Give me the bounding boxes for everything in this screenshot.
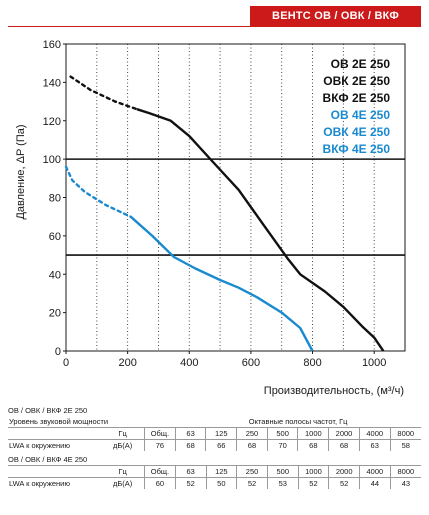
- row-value: 68: [328, 439, 360, 451]
- x-tick-label: 400: [180, 357, 198, 369]
- row-label: LWA к окружению: [8, 477, 102, 489]
- legend-label: ВКФ 4Е 250: [323, 142, 391, 156]
- bands-label: Октавные полосы частот, Гц: [248, 417, 348, 426]
- band-header: 2000: [328, 465, 360, 478]
- header-rule: [8, 26, 421, 27]
- band-header: 63: [174, 427, 206, 440]
- band-header: 500: [266, 427, 298, 440]
- band-header: 250: [236, 427, 268, 440]
- row-value: 68: [174, 439, 206, 451]
- band-header: 125: [205, 465, 237, 478]
- row-value: 43: [389, 477, 421, 489]
- band-header: 250: [236, 465, 268, 478]
- series-layer: [64, 75, 385, 352]
- product-badge: ВЕНТС ОВ / ОВК / ВКФ: [250, 6, 421, 26]
- y-tick-label: 60: [49, 231, 61, 243]
- band-header: 125: [205, 427, 237, 440]
- grid-layer: [65, 43, 406, 352]
- band-header: 4000: [358, 427, 391, 440]
- series-2-dashed-line: [64, 165, 132, 218]
- band-header: 63: [174, 465, 206, 478]
- series-2-line: [129, 215, 314, 352]
- table-1-caption: ОВ / ОВК / ВКФ 2Е 250: [8, 406, 88, 415]
- x-axis-title: Производительность, (м³/ч): [264, 385, 404, 397]
- table-2-caption: ОВ / ОВК / ВКФ 4Е 250: [8, 455, 88, 464]
- row-value: 52: [174, 477, 206, 489]
- units-label: Гц: [101, 465, 145, 478]
- empty-cell: [8, 465, 102, 478]
- sound-table-2: Гц Общ. 63 125 250 500 1000 2000 4000 80…: [8, 465, 421, 489]
- x-tick-label: 1000: [362, 357, 386, 369]
- y-tick-label: 40: [49, 269, 61, 281]
- y-tick-label: 100: [43, 154, 61, 166]
- x-tick-label: 600: [242, 357, 260, 369]
- y-axis-title: Давление, ΔP (Па): [15, 124, 27, 219]
- x-tick-label: 800: [303, 357, 321, 369]
- band-header: 500: [266, 465, 299, 478]
- row-value: 66: [205, 439, 237, 451]
- band-header: 1000: [297, 465, 329, 478]
- row-value: 44: [359, 477, 391, 489]
- sound-table-1: Уровень звуковой мощности Октавные полос…: [8, 416, 421, 451]
- row-value: 68: [236, 439, 268, 451]
- series-1-dashed-line: [69, 75, 139, 111]
- reference-lines: [66, 158, 405, 256]
- row-unit: дБ(А): [101, 477, 145, 489]
- x-tick-label: 0: [63, 357, 69, 369]
- band-header: 8000: [389, 427, 421, 440]
- series-1-line: [136, 108, 385, 352]
- legend: ОВ 2Е 250 ОВК 2Е 250 ВКФ 2Е 250 ОВ 4Е 250 ОВ…: [323, 57, 391, 156]
- y-tick-label: 120: [43, 116, 61, 128]
- row-value: 52: [328, 477, 360, 489]
- empty-cell: [8, 427, 102, 440]
- row-value: 58: [389, 439, 421, 451]
- band-header: 2000: [328, 427, 360, 440]
- row-label: LWA к окружению: [8, 439, 102, 451]
- y-tick-label: 140: [43, 77, 61, 89]
- y-tick-label: 20: [49, 308, 61, 320]
- row-total: 60: [144, 477, 176, 489]
- units-label: Гц: [101, 427, 145, 440]
- legend-label: ВКФ 2Е 250: [323, 91, 391, 105]
- y-tick-label: 0: [55, 346, 61, 358]
- x-tick-labels: 0 200 400 600 800 1000: [63, 351, 386, 369]
- row-value: 52: [297, 477, 329, 489]
- legend-label: ОВК 2Е 250: [323, 74, 390, 88]
- band-header: 8000: [389, 465, 421, 478]
- row-value: 53: [266, 477, 299, 489]
- row-total: 76: [144, 439, 176, 451]
- row-value: 70: [266, 439, 298, 451]
- legend-label: ОВ 4Е 250: [331, 108, 391, 122]
- row-value: 63: [358, 439, 391, 451]
- sound-power-tables: ОВ / ОВК / ВКФ 2Е 250 Уровень звуковой м…: [8, 406, 421, 489]
- y-tick-label: 160: [43, 39, 61, 51]
- row-value: 50: [205, 477, 237, 489]
- y-tick-labels: 0 20 40 60 80 100 120 140 160: [43, 39, 66, 358]
- band-header: 1000: [297, 427, 329, 440]
- total-header: Общ.: [144, 427, 176, 440]
- total-header: Общ.: [144, 465, 176, 478]
- legend-label: ОВ 2Е 250: [331, 57, 391, 71]
- x-tick-label: 200: [118, 357, 136, 369]
- band-header: 4000: [359, 465, 391, 478]
- row-value: 52: [236, 477, 268, 489]
- y-tick-label: 80: [49, 193, 61, 205]
- row-unit: дБ(А): [101, 439, 145, 451]
- level-label: Уровень звуковой мощности: [9, 417, 109, 426]
- legend-label: ОВК 4Е 250: [323, 125, 390, 139]
- row-value: 68: [297, 439, 329, 451]
